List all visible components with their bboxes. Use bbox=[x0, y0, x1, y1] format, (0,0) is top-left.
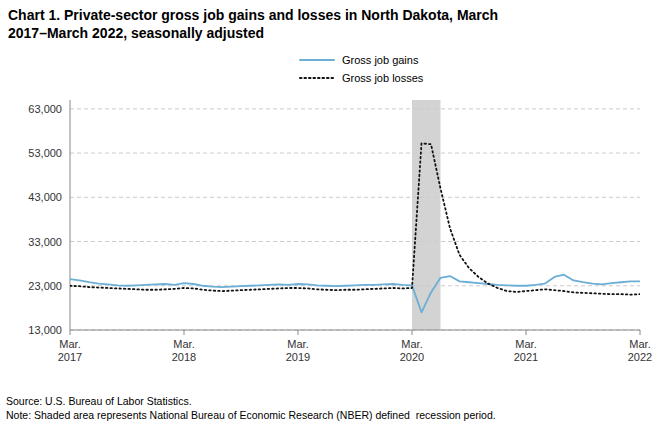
series-line bbox=[70, 275, 640, 313]
x-ticks: Mar.2017Mar.2018Mar.2019Mar.2020Mar.2021… bbox=[58, 330, 652, 363]
text-line: 2021 bbox=[514, 351, 538, 363]
y-tick-label: 63,000 bbox=[28, 103, 62, 115]
x-tick bbox=[640, 330, 641, 335]
text-line: Mar. bbox=[401, 338, 422, 350]
x-tick bbox=[184, 330, 185, 335]
x-tick bbox=[298, 330, 299, 335]
text-line: Mar. bbox=[629, 338, 650, 350]
x-tick-label: Mar.2017 bbox=[58, 338, 82, 363]
x-tick-label: Mar.2018 bbox=[172, 338, 196, 363]
legend-label: Gross job losses bbox=[342, 72, 424, 84]
text-line: Source: U.S. Bureau of Labor Statistics. bbox=[6, 395, 192, 407]
text-line: Note: Shaded area represents National Bu… bbox=[6, 409, 496, 421]
x-tick-label: Mar.2022 bbox=[628, 338, 652, 363]
grid-line bbox=[70, 108, 640, 109]
source-note: Source: U.S. Bureau of Labor Statistics.… bbox=[6, 395, 496, 421]
x-tick bbox=[412, 330, 413, 335]
text-line: 2017–March 2022, seasonally adjusted bbox=[8, 25, 264, 41]
y-tick-labels: 13,000 23,000 33,000 43,000 53,000 63,000 bbox=[28, 103, 62, 336]
legend-label: Gross job gains bbox=[342, 54, 419, 66]
text-line: Mar. bbox=[173, 338, 194, 350]
text-line: 2020 bbox=[400, 351, 424, 363]
lines bbox=[70, 143, 640, 312]
x-tick-label: Mar.2020 bbox=[400, 338, 424, 363]
series-line bbox=[70, 143, 640, 294]
text-line: Mar. bbox=[59, 338, 80, 350]
y-axis-line bbox=[70, 100, 71, 330]
legend-swatch bbox=[300, 59, 334, 61]
y-tick-label: 13,000 bbox=[28, 324, 62, 336]
y-tick-label: 23,000 bbox=[28, 280, 62, 292]
y-tick-label: 43,000 bbox=[28, 191, 62, 203]
text-line: Mar. bbox=[287, 338, 308, 350]
grid-line bbox=[70, 153, 640, 154]
grid-line bbox=[70, 241, 640, 242]
title: Chart 1. Private-sector gross job gains … bbox=[8, 7, 498, 41]
y-tick-label: 53,000 bbox=[28, 147, 62, 159]
x-tick bbox=[526, 330, 527, 335]
chart: Chart 1. Private-sector gross job gains … bbox=[0, 0, 660, 437]
text-line: 2018 bbox=[172, 351, 196, 363]
y-tick-label: 33,000 bbox=[28, 236, 62, 248]
x-axis-line bbox=[70, 330, 640, 331]
y-grid bbox=[70, 109, 640, 330]
grid-line bbox=[70, 330, 640, 331]
text-line: 2022 bbox=[628, 351, 652, 363]
x-tick bbox=[70, 330, 71, 335]
text-line: Chart 1. Private-sector gross job gains … bbox=[8, 7, 498, 23]
legend: Gross job gains Gross job losses bbox=[300, 54, 424, 84]
x-tick-label: Mar.2021 bbox=[514, 338, 538, 363]
grid-line bbox=[70, 197, 640, 198]
x-tick-label: Mar.2019 bbox=[286, 338, 310, 363]
legend-swatch bbox=[300, 77, 334, 79]
text-line: 2019 bbox=[286, 351, 310, 363]
text-line: Mar. bbox=[515, 338, 536, 350]
text-line: 2017 bbox=[58, 351, 82, 363]
